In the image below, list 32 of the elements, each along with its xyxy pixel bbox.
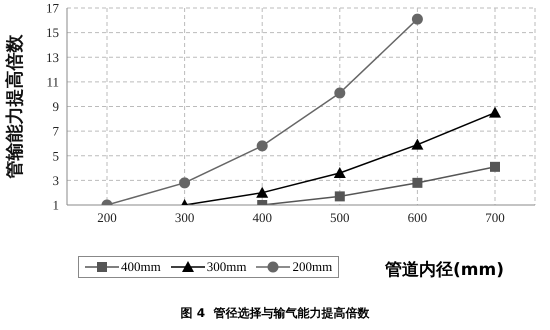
- y-tick-label: 7: [52, 124, 60, 139]
- x-tick-label: 700: [485, 210, 505, 226]
- y-axis-title: 管输能力提高倍数: [4, 34, 26, 180]
- point: [334, 87, 346, 98]
- x-tick-label: 600: [408, 210, 428, 226]
- point: [256, 186, 268, 198]
- y-tick-label: 15: [46, 25, 59, 40]
- legend-label: 400mm: [121, 259, 161, 275]
- y-tick-label: 1: [52, 198, 59, 213]
- x-tick-label: 200: [97, 210, 117, 226]
- point: [412, 14, 423, 25]
- point: [411, 138, 424, 150]
- point: [489, 106, 501, 118]
- point: [334, 191, 345, 202]
- legend-label: 300mm: [206, 259, 246, 275]
- x-tick-label: 400: [252, 210, 272, 226]
- y-tick-label: 9: [52, 99, 59, 114]
- y-tick-label: 3: [52, 172, 59, 188]
- y-tick-label: 5: [52, 148, 59, 164]
- point: [412, 178, 422, 188]
- x-axis-title: 管道内径(mm): [385, 259, 504, 281]
- y-tick-label: 13: [46, 50, 59, 65]
- x-tick-label: 500: [330, 210, 350, 226]
- point: [490, 162, 500, 172]
- y-tick-label: 17: [46, 0, 60, 16]
- legend-label: 200mm: [292, 259, 332, 275]
- y-tick-label: 11: [46, 74, 59, 90]
- x-tick-label: 300: [174, 210, 194, 226]
- point: [334, 166, 346, 178]
- point: [256, 140, 268, 152]
- point: [179, 177, 190, 188]
- text: 图 4 管径选择与输气能力提高倍数: [180, 305, 370, 322]
